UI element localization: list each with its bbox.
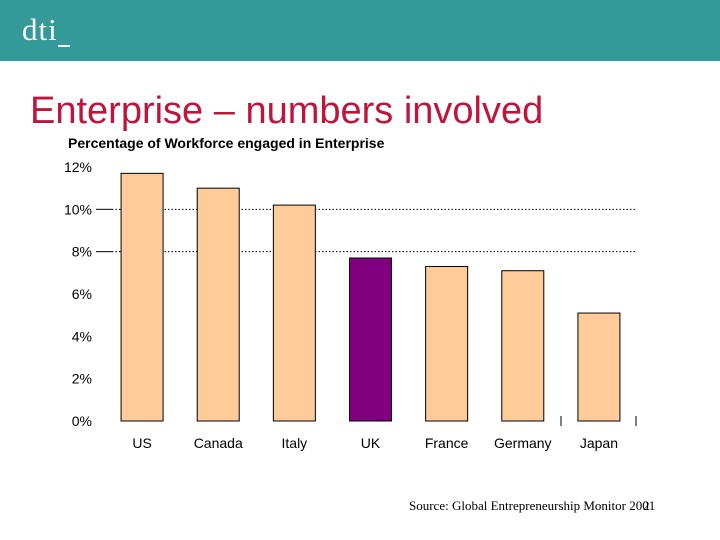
source-note: Source: Global Entrepreneurship Monitor … xyxy=(409,498,656,513)
y-tick-label-2: 2% xyxy=(72,371,92,387)
y-tick-label-8: 8% xyxy=(72,244,92,260)
logo-underline-decoration xyxy=(58,45,70,47)
bar-japan xyxy=(577,312,621,422)
x-tick-label-germany: Germany xyxy=(494,435,552,451)
x-tick-label-us: US xyxy=(132,435,151,451)
bar-france xyxy=(425,265,469,422)
y-tick-label-12: 12% xyxy=(64,159,92,175)
y-axis-tick-labels: 0% 2% 4% 6% 8% 10% 12% xyxy=(64,159,92,429)
x-tick-label-france: France xyxy=(425,435,469,451)
grid-lines xyxy=(96,208,637,426)
bar-chart: 0% 2% 4% 6% 8% 10% 12% US Canada Italy UK France Ge… xyxy=(64,159,637,451)
y-tick-label-0: 0% xyxy=(72,413,92,429)
bar-germany xyxy=(501,270,545,422)
bars xyxy=(120,172,621,422)
header-bar: dti xyxy=(0,0,720,61)
chart-title: Percentage of Workforce engaged in Enter… xyxy=(68,135,385,151)
bar-canada xyxy=(196,187,240,422)
bar-italy xyxy=(272,204,316,422)
x-axis-tick-labels: US Canada Italy UK France Germany Japan xyxy=(132,435,618,451)
bar-us xyxy=(120,172,164,422)
y-tick-label-6: 6% xyxy=(72,286,92,302)
bar-uk xyxy=(349,257,392,422)
y-tick-label-10: 10% xyxy=(64,201,92,217)
x-tick-label-japan: Japan xyxy=(580,435,618,451)
dti-logo: dti xyxy=(22,12,58,47)
y-tick-label-4: 4% xyxy=(72,328,92,344)
x-tick-label-italy: Italy xyxy=(282,435,308,451)
slide-title: Enterprise – numbers involved xyxy=(30,90,544,132)
page-number: 2 xyxy=(643,498,650,513)
x-tick-label-uk: UK xyxy=(361,435,381,451)
x-tick-label-canada: Canada xyxy=(194,435,243,451)
